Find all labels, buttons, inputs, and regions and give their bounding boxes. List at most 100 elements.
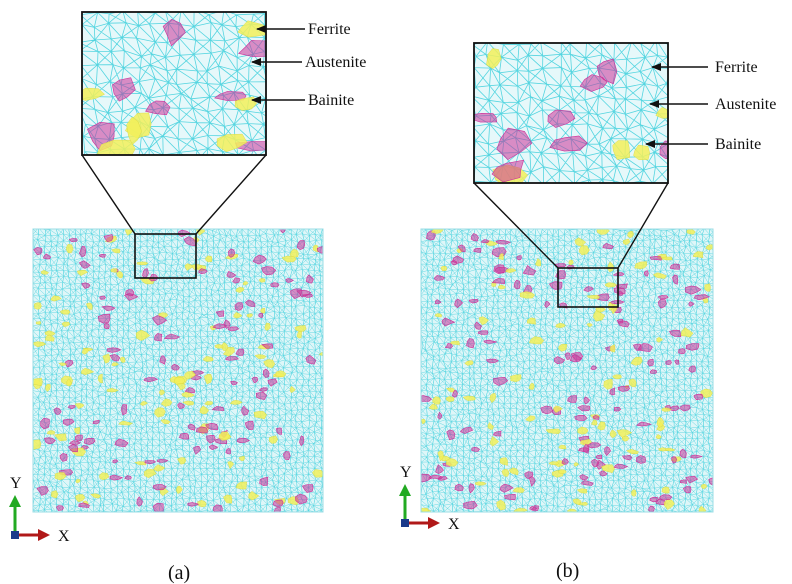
x-axis-arrowhead-b [428,517,440,529]
austenite-grain [114,438,129,448]
y-axis-label-b: Y [400,464,412,481]
austenite-grain [561,458,569,465]
axis-triad-b: Y X [399,464,460,533]
zoom-connector-right-b [617,182,669,269]
austenite-grain [124,293,139,301]
austenite-grain [187,502,200,507]
austenite-grain [658,494,673,501]
bainite-grain [75,479,81,484]
bainite-grain [631,489,637,497]
bainite-grain [144,468,157,479]
bainite-grain [99,472,110,481]
bainite-grain [160,419,171,425]
austenite-grain [215,310,225,317]
austenite-grain [97,313,111,324]
bainite-grain [498,284,507,290]
austenite-grain [468,483,475,494]
bainite-grain [223,494,233,504]
bainite-grain [578,245,590,256]
bainite-grain [437,450,444,462]
bainite-grain [181,391,196,398]
austenite-grain [522,265,537,276]
bainite-grain [44,330,56,336]
bainite-grain [432,396,441,405]
austenite-grain [36,486,49,496]
austenite-grain [564,352,571,360]
austenite-grain [470,233,479,242]
zoom-inset-b-frame [473,42,669,184]
bainite-grain [486,48,502,69]
bainite-grain [264,322,271,331]
austenite-grain [98,253,106,258]
austenite-grain [211,406,225,411]
bainite-grain [630,356,643,366]
austenite-grain [463,500,478,510]
austenite-grain [468,299,479,304]
austenite-grain [109,354,121,362]
bainite-grain [124,229,134,236]
bainite-grain [591,419,598,426]
bainite-grain [74,403,85,409]
bainite-grain [235,481,248,490]
bainite-grain [199,405,210,415]
austenite-grain [156,459,169,463]
austenite-grain [434,299,442,305]
bainite-grain [698,505,707,512]
austenite-grain [68,238,78,243]
bainite-grain [312,469,323,478]
austenite-grain [678,348,686,355]
austenite-grain [444,342,453,349]
austenite-grain [643,270,649,277]
austenite-grain [301,484,314,493]
bainite-grain [512,487,525,493]
austenite-grain [672,274,679,285]
bainite-grain [548,461,560,466]
austenite-grain [617,385,630,392]
austenite-grain [272,499,284,508]
bainite-grain [80,367,95,376]
bainite-grain [34,302,42,310]
austenite-grain [454,483,464,492]
bainite-grain [90,493,102,499]
austenite-grain [270,282,280,288]
austenite-grain [305,354,317,365]
austenite-grain [112,77,136,102]
austenite-grain [708,477,713,485]
bainite-grain [289,248,299,258]
austenite-grain [151,315,168,326]
panel-b: Ferrite Austenite Bainite Y X (b) [399,42,776,582]
austenite-grain [226,271,237,278]
bainite-grain [656,416,665,428]
bainite-grain [318,352,323,356]
bainite-grain [98,373,103,384]
austenite-grain [195,426,208,434]
austenite-grain [608,300,625,305]
bainite-grain [612,140,631,160]
austenite-grain [647,358,654,367]
zoom-inset-a-frame [81,11,267,156]
austenite-grain [99,295,107,300]
austenite-grain [524,471,534,480]
austenite-grain [103,322,110,330]
austenite-grain [255,392,268,400]
bainite-grain [248,491,260,501]
bainite-grain [700,483,708,490]
zoom-region-b [557,267,619,308]
austenite-grain [275,427,282,435]
bainite-grain [106,388,119,393]
bainite-grain [253,410,267,420]
bainite-grain [553,405,563,413]
austenite-grain [53,407,62,415]
zoom-region-a [134,233,197,279]
bainite-grain [176,383,186,391]
bainite-grain [525,415,536,422]
bainite-grain [510,374,522,383]
austenite-grain [609,387,616,396]
austenite-grain [230,380,238,386]
austenite-grain [144,460,157,465]
zoom-b-phases [474,48,668,183]
bainite-grain [576,488,588,494]
austenite-grain [581,480,594,486]
bainite-grain [154,407,166,418]
austenite-grain [446,429,456,441]
